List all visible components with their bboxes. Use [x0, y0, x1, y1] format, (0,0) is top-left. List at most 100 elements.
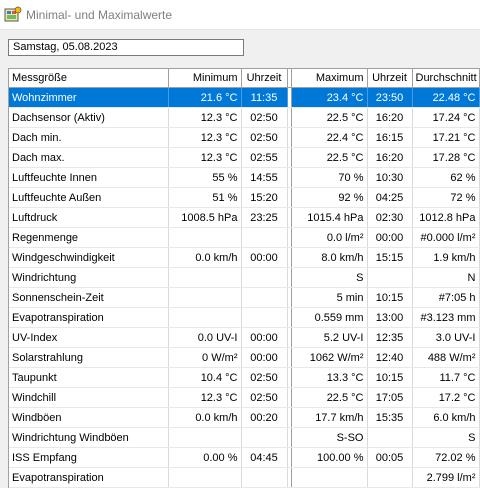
maximum-value: S: [291, 267, 368, 288]
measure-name: Evapotranspiration: [9, 467, 169, 488]
average-value: 3.0 UV-I: [412, 327, 480, 348]
table-row[interactable]: Wohnzimmer 21.6 °C 11:35 23.4 °C 23:50 22.48 …: [9, 87, 480, 108]
row-separator: [287, 187, 292, 208]
row-separator: [287, 467, 292, 488]
row-separator: [287, 327, 292, 348]
minimum-value: [168, 287, 242, 308]
maximum-value: 1015.4 hPa: [291, 207, 368, 228]
minimum-value: 0.0 km/h: [168, 407, 242, 428]
row-separator: [287, 307, 292, 328]
table-row[interactable]: Sonnenschein-Zeit 5 min 10:15 #7:05 h: [9, 287, 480, 308]
table-row[interactable]: Dachsensor (Aktiv) 12.3 °C 02:50 22.5 °C 16:…: [9, 107, 480, 128]
maximum-value: 5 min: [291, 287, 368, 308]
row-separator: [287, 107, 292, 128]
maximum-time: 16:20: [367, 147, 413, 168]
average-value: 1012.8 hPa: [412, 207, 480, 228]
minimum-time: 15:20: [241, 187, 288, 208]
minimum-time: 02:50: [241, 107, 288, 128]
row-separator: [287, 127, 292, 148]
measure-name: Windchill: [9, 387, 169, 408]
minimum-value: 12.3 °C: [168, 147, 242, 168]
row-separator: [287, 167, 292, 188]
minimum-value: 0.0 km/h: [168, 247, 242, 268]
minimum-value: [168, 467, 242, 488]
row-separator: [287, 427, 292, 448]
maximum-time: 15:15: [367, 247, 413, 268]
average-value: 488 W/m²: [412, 347, 480, 368]
maximum-value: 5.2 UV-I: [291, 327, 368, 348]
maximum-time: 16:15: [367, 127, 413, 148]
average-value: #0.000 l/m²: [412, 227, 480, 248]
minimum-time: [241, 227, 288, 248]
measure-name: Regenmenge: [9, 227, 169, 248]
maximum-value: 22.5 °C: [291, 147, 368, 168]
table-row[interactable]: Windchill 12.3 °C 02:50 22.5 °C 17:05 17.2 °C: [9, 387, 480, 408]
maximum-value: 23.4 °C: [291, 87, 368, 108]
table-row[interactable]: Luftfeuchte Außen 51 % 15:20 92 % 04:25 72 %: [9, 187, 480, 208]
table-row[interactable]: Regenmenge 0.0 l/m² 00:00 #0.000 l/m²: [9, 227, 480, 248]
minimum-time: 00:00: [241, 327, 288, 348]
row-separator: [287, 267, 292, 288]
table-row[interactable]: Dach max. 12.3 °C 02:55 22.5 °C 16:20 17.28 °…: [9, 147, 480, 168]
date-field[interactable]: Samstag, 05.08.2023: [8, 39, 244, 56]
maximum-value: 100.00 %: [291, 447, 368, 468]
minimum-value: 0 W/m²: [168, 347, 242, 368]
header-average[interactable]: Durchschnitt: [412, 69, 480, 88]
table-row[interactable]: Taupunkt 10.4 °C 02:50 13.3 °C 10:15 11.7 °C: [9, 367, 480, 388]
header-measure[interactable]: Messgröße: [9, 69, 169, 88]
header-maximum[interactable]: Maximum: [291, 69, 368, 88]
average-value: S: [412, 427, 480, 448]
table-header-row: Messgröße Minimum Uhrzeit Maximum Uhrzei…: [9, 69, 480, 88]
measure-name: Windrichtung Windböen: [9, 427, 169, 448]
measure-name: Windgeschwindigkeit: [9, 247, 169, 268]
row-separator: [287, 287, 292, 308]
maximum-value: 22.5 °C: [291, 387, 368, 408]
table-row[interactable]: UV-Index 0.0 UV-I 00:00 5.2 UV-I 12:35 3.0 UV…: [9, 327, 480, 348]
minimum-value: 12.3 °C: [168, 387, 242, 408]
maximum-value: 13.3 °C: [291, 367, 368, 388]
row-separator: [287, 247, 292, 268]
maximum-value: S-SO: [291, 427, 368, 448]
table-row[interactable]: Solarstrahlung 0 W/m² 00:00 1062 W/m² 12:40 4…: [9, 347, 480, 368]
minimum-time: 02:55: [241, 147, 288, 168]
minimum-time: [241, 427, 288, 448]
minimum-time: 23:25: [241, 207, 288, 228]
table-row[interactable]: Luftfeuchte Innen 55 % 14:55 70 % 10:30 62 %: [9, 167, 480, 188]
maximum-time: 15:35: [367, 407, 413, 428]
minimum-value: [168, 427, 242, 448]
title-bar[interactable]: Minimal- und Maximalwerte: [0, 0, 480, 30]
maximum-value: 17.7 km/h: [291, 407, 368, 428]
average-value: N: [412, 267, 480, 288]
table-row[interactable]: Windrichtung Windböen S-SO S: [9, 427, 480, 448]
table-row[interactable]: Dach min. 12.3 °C 02:50 22.4 °C 16:15 17.21 °…: [9, 127, 480, 148]
table-row[interactable]: Windrichtung S N: [9, 267, 480, 288]
minimum-time: [241, 467, 288, 488]
maximum-time: 16:20: [367, 107, 413, 128]
minimum-time: [241, 267, 288, 288]
measure-name: Luftfeuchte Außen: [9, 187, 169, 208]
minimum-time: 02:50: [241, 367, 288, 388]
measure-name: Luftfeuchte Innen: [9, 167, 169, 188]
maximum-value: 92 %: [291, 187, 368, 208]
table-row[interactable]: Luftdruck 1008.5 hPa 23:25 1015.4 hPa 02:30 1…: [9, 207, 480, 228]
maximum-value: [291, 467, 368, 488]
table-row[interactable]: Evapotranspiration 0.559 mm 13:00 #3.123 mm: [9, 307, 480, 328]
maximum-value: 0.559 mm: [291, 307, 368, 328]
minimum-value: 0.0 UV-I: [168, 327, 242, 348]
measure-name: Wohnzimmer: [9, 87, 169, 108]
minimum-value: 12.3 °C: [168, 127, 242, 148]
header-max-time[interactable]: Uhrzeit: [367, 69, 413, 88]
row-separator: [287, 367, 292, 388]
table-row[interactable]: Windböen 0.0 km/h 00:20 17.7 km/h 15:35 6.0 k…: [9, 407, 480, 428]
minimum-time: 00:00: [241, 247, 288, 268]
measure-name: UV-Index: [9, 327, 169, 348]
table-row[interactable]: ISS Empfang 0.00 % 04:45 100.00 % 00:05 72.02…: [9, 447, 480, 468]
header-minimum[interactable]: Minimum: [168, 69, 242, 88]
header-min-time[interactable]: Uhrzeit: [241, 69, 288, 88]
table-row[interactable]: Evapotranspiration 2.799 l/m²: [9, 467, 480, 488]
maximum-time: 10:15: [367, 367, 413, 388]
maximum-value: 1062 W/m²: [291, 347, 368, 368]
table-row[interactable]: Windgeschwindigkeit 0.0 km/h 00:00 8.0 km/h…: [9, 247, 480, 268]
average-value: 62 %: [412, 167, 480, 188]
maximum-time: 00:00: [367, 227, 413, 248]
